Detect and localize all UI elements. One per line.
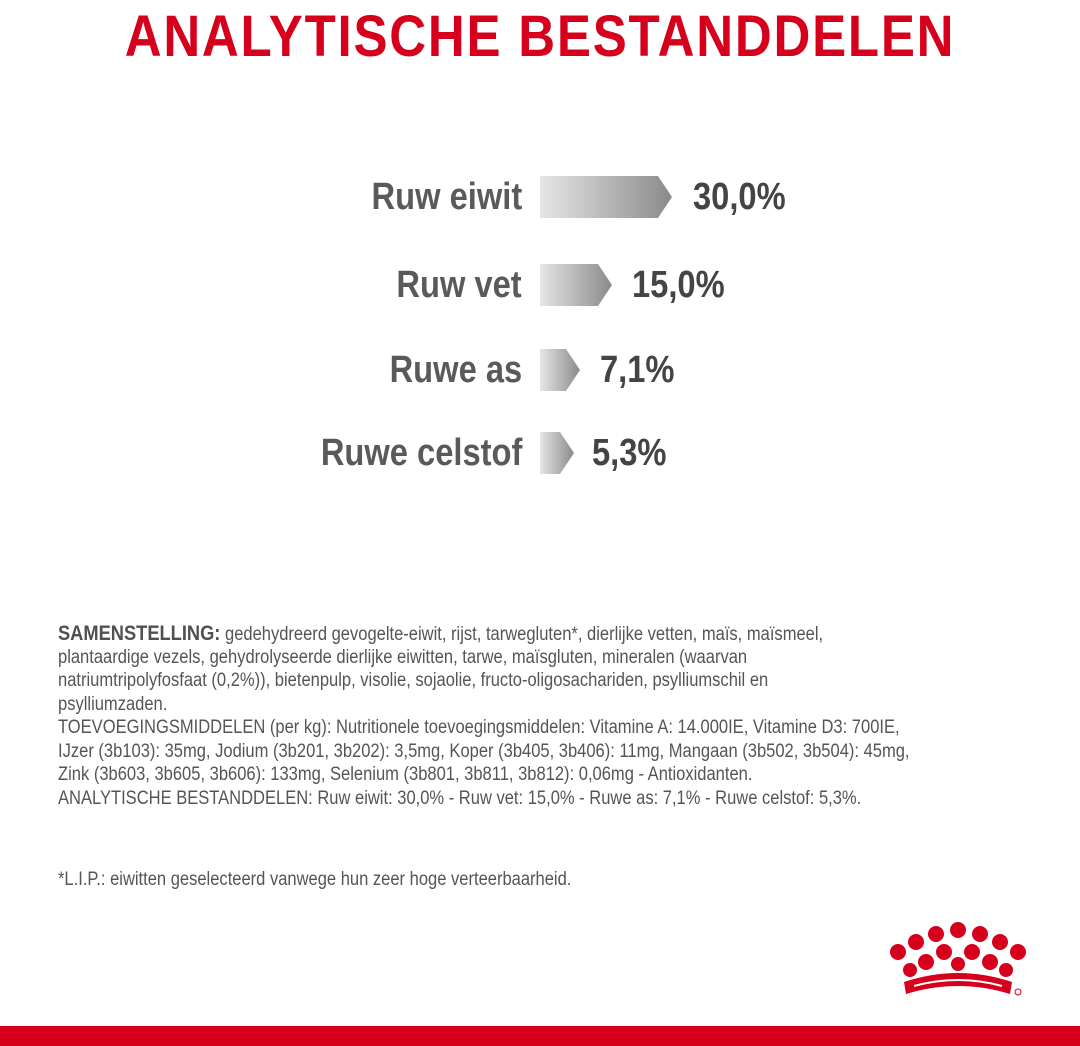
nutrient-bar: [540, 349, 580, 391]
composition-block: SAMENSTELLING: gedehydreerd gevogelte-ei…: [58, 622, 1058, 810]
nutrient-value: 7,1%: [600, 349, 675, 391]
nutrient-value: 5,3%: [592, 432, 667, 474]
composition-heading: SAMENSTELLING:: [58, 622, 221, 645]
nutrient-value: 15,0%: [632, 264, 725, 306]
nutrient-label: Ruw eiwit: [371, 176, 522, 218]
additives-text: IJzer (3b103): 35mg, Jodium (3b201, 3b20…: [58, 740, 910, 762]
nutrient-row-ash: Ruwe as 7,1%: [0, 342, 1080, 398]
nutrient-label: Ruwe as: [389, 349, 522, 391]
analytical-text: ANALYTISCHE BESTANDDELEN: Ruw eiwit: 30,…: [58, 787, 862, 809]
footnote: *L.I.P.: eiwitten geselecteerd vanwege h…: [58, 869, 572, 890]
nutrient-row-fat: Ruw vet 15,0%: [0, 257, 1080, 313]
composition-text: gedehydreerd gevogelte-eiwit, rijst, tar…: [220, 624, 824, 645]
nutrient-row-protein: Ruw eiwit 30,0%: [0, 169, 1080, 225]
nutrient-value: 30,0%: [693, 176, 786, 218]
footer-bar: [0, 1026, 1080, 1046]
composition-text: natriumtripolyfosfaat (0,2%)), bietenpul…: [58, 670, 769, 691]
composition-text: plantaardige vezels, gehydrolyseerde die…: [58, 646, 748, 668]
nutrient-bar: [540, 176, 672, 218]
nutrient-row-fiber: Ruwe celstof 5,3%: [0, 425, 1080, 481]
nutrient-label: Ruwe celstof: [320, 432, 522, 474]
additives-text: TOEVOEGINGSMIDDELEN (per kg): Nutritione…: [58, 717, 900, 738]
nutrient-label: Ruw vet: [396, 264, 522, 306]
composition-text: psylliumzaden.: [58, 693, 168, 715]
royal-canin-crown-logo: [890, 922, 1026, 996]
nutrient-bar: [540, 432, 574, 474]
additives-text: Zink (3b603, 3b605, 3b606): 133mg, Selen…: [58, 764, 753, 785]
page-title: ANALYTISCHE BESTANDDELEN: [124, 4, 956, 69]
nutrient-bar: [540, 264, 612, 306]
